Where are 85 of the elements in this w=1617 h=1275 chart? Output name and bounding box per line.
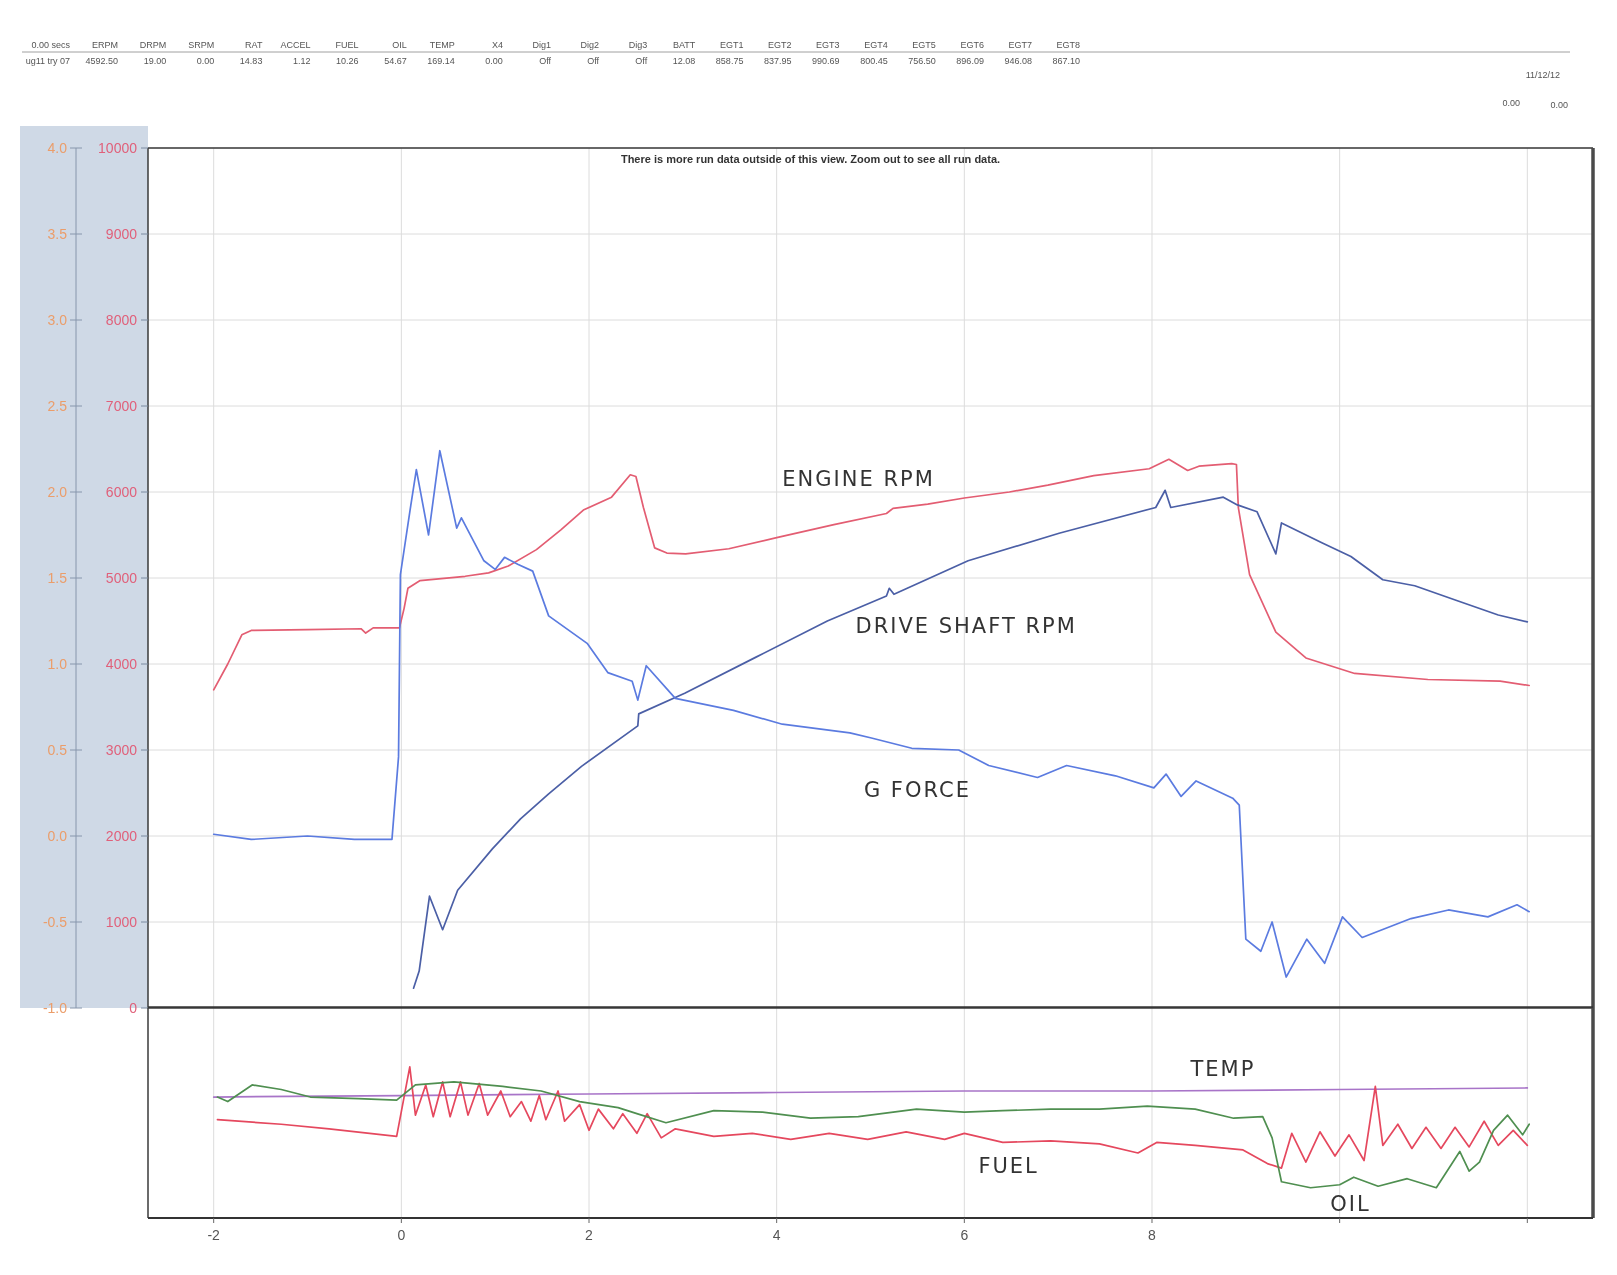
category-label: EGT3 [816,40,840,50]
category-label: EGT6 [960,40,984,50]
category-label: EGT2 [767,40,792,50]
text: 0.00 [1502,98,1520,108]
y2-tick-label: 1.0 [47,655,68,672]
y2-tick-label: 0.5 [47,741,68,758]
text: 756.50 [908,56,936,66]
text: 0.00 [1550,100,1568,110]
text: 867.10 [1052,56,1081,66]
category-label: BATT [672,40,696,50]
series-label: FUEL [978,1153,1039,1178]
text: 946.08 [1004,56,1032,66]
text: 19.00 [143,56,167,66]
y-tick-label: 0 [129,999,138,1016]
category-label: FUEL [335,40,359,50]
y2-tick-label: 0.0 [47,827,68,844]
y-tick-label: 7000 [105,397,138,414]
y-tick-label: 4000 [105,655,138,672]
y-tick-label: 8000 [105,311,138,328]
series-label: DRIVE SHAFT RPM [855,613,1077,638]
y2-tick-label: 1.5 [47,569,68,586]
line-series [412,489,1529,990]
text: 169.14 [427,56,455,66]
category-label: EGT4 [864,40,888,50]
category-label: DRPM [139,40,167,50]
x-tick-label: -2 [207,1227,221,1243]
line-series [212,449,1531,978]
category-label: Dig3 [628,40,648,50]
series-label: ENGINE RPM [782,467,935,492]
y-tick-label: 9000 [105,225,138,242]
category-label: X4 [491,40,503,50]
category-label: ERPM [92,40,119,50]
text: 14.83 [239,56,263,66]
text: 11/12/12 [1525,70,1560,80]
y-tick-label: 10000 [98,139,138,156]
y-tick-label: 3000 [105,741,138,758]
text: Off [539,56,551,66]
text: 12.08 [672,56,696,66]
y2-tick-label: -0.5 [42,913,68,930]
x-tick-label: 8 [1148,1227,1157,1243]
series-label: OIL [1330,1191,1371,1216]
text: 990.69 [812,56,840,66]
category-label: EGT7 [1008,40,1032,50]
category-label: OIL [392,40,407,50]
y-tick-label: 2000 [105,827,138,844]
text: 54.67 [384,56,407,66]
text: 0.00 [196,56,215,66]
category-label: EGT5 [912,40,936,50]
category-label: SRPM [188,40,215,50]
text: Off [635,56,648,66]
y2-tick-label: 3.5 [47,225,68,242]
category-label: Dig1 [532,40,551,50]
y2-tick-label: -1.0 [42,999,68,1016]
text: 4592.50 [85,56,119,66]
series-label: TEMP [1189,1057,1256,1082]
text: ug11 try 07 [25,56,70,66]
y-tick-label: 6000 [105,483,138,500]
category-label: EGT8 [1056,40,1081,50]
category-label: EGT1 [719,40,744,50]
text: 858.75 [715,56,744,66]
category-label: RAT [245,40,263,50]
text: 837.95 [763,56,792,66]
category-label: Dig2 [580,40,600,50]
text: 896.09 [956,56,984,66]
line-series [212,458,1531,691]
text: 800.45 [860,56,888,66]
x-tick-label: 2 [585,1227,594,1243]
category-label: TEMP [429,40,455,50]
x-tick-label: 4 [772,1227,781,1243]
text: 10.26 [336,56,359,66]
y-tick-label: 5000 [105,569,138,586]
x-tick-label: 6 [960,1227,969,1243]
y2-tick-label: 2.5 [47,397,68,414]
category-label: ACCEL [280,40,311,50]
y2-tick-label: 2.0 [47,483,68,500]
text: Off [587,56,600,66]
annotation: There is more run data outside of this view. Zoom out to see all run data. [620,153,1001,165]
series-label: G FORCE [863,777,971,802]
x-tick-label: 0 [397,1227,406,1243]
category-label: 0.00 secs [31,40,71,50]
y2-tick-label: 4.0 [47,139,68,156]
text: 0.00 [485,56,503,66]
text: 1.12 [292,56,311,66]
y2-tick-label: 3.0 [47,311,68,328]
y-tick-label: 1000 [105,913,138,930]
